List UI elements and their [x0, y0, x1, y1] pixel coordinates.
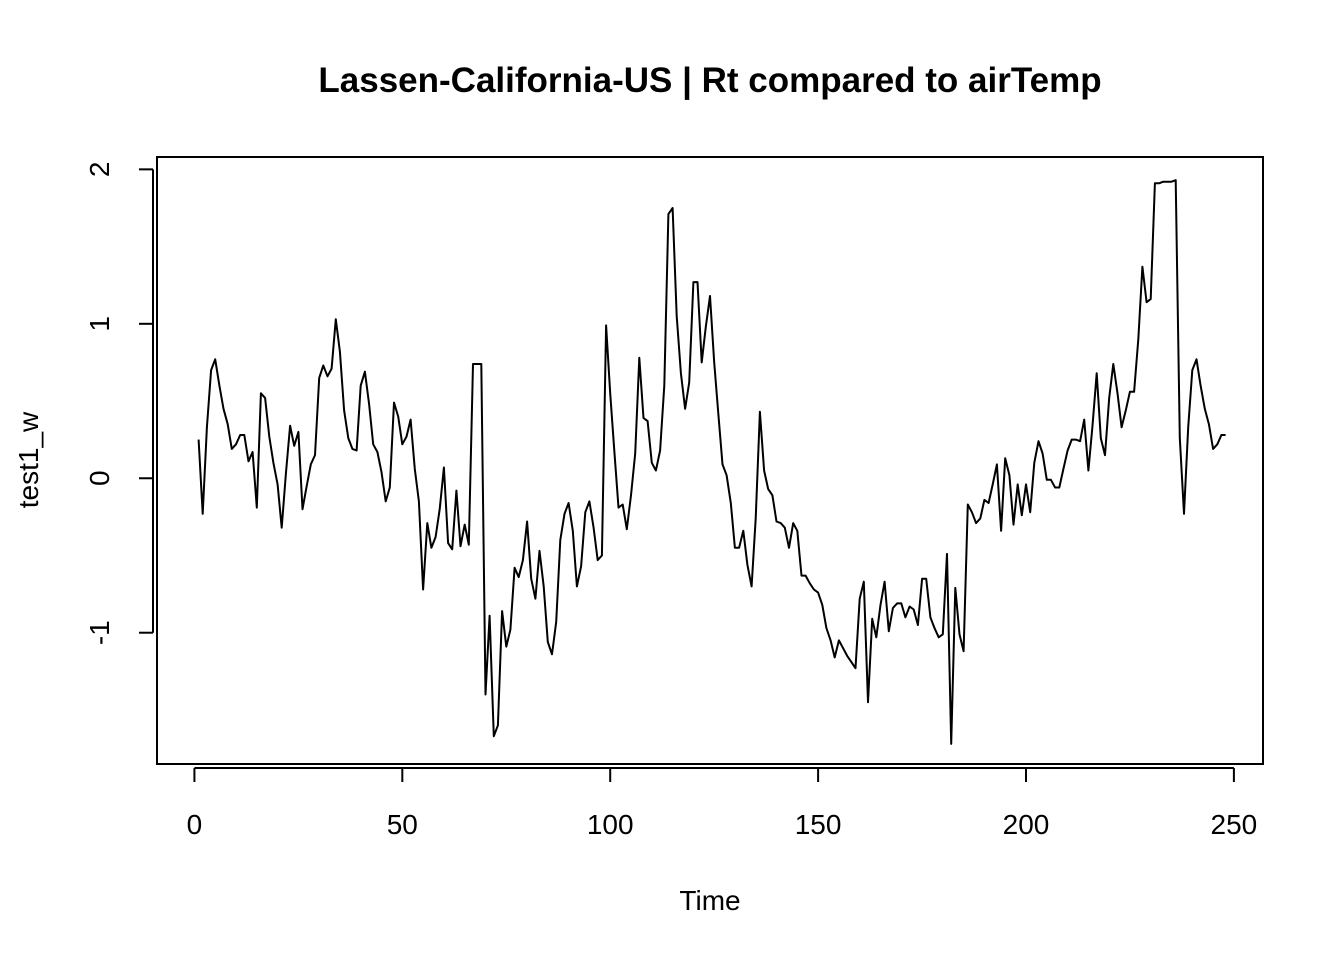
y-tick-label: -1 [84, 620, 115, 645]
series-layer [197, 179, 1226, 745]
x-tick-label: 200 [1003, 809, 1050, 840]
x-tick-label: 50 [387, 809, 418, 840]
x-axis-label: Time [679, 885, 740, 916]
y-tick-label: 0 [84, 470, 115, 486]
chart-title: Lassen-California-US | Rt compared to ai… [318, 61, 1101, 100]
x-tick-label: 250 [1211, 809, 1258, 840]
y-tick-label: 2 [84, 162, 115, 178]
y-axis-label: test1_w [13, 411, 44, 508]
x-tick-label: 0 [187, 809, 203, 840]
series-line [197, 179, 1226, 745]
y-tick-label: 1 [84, 316, 115, 332]
x-axis: 0 50 100 150 200 250 [187, 767, 1258, 840]
x-tick-label: 100 [587, 809, 634, 840]
y-axis: -1 0 1 2 [84, 162, 154, 645]
plot-frame [156, 156, 1264, 765]
x-tick-label: 150 [795, 809, 842, 840]
